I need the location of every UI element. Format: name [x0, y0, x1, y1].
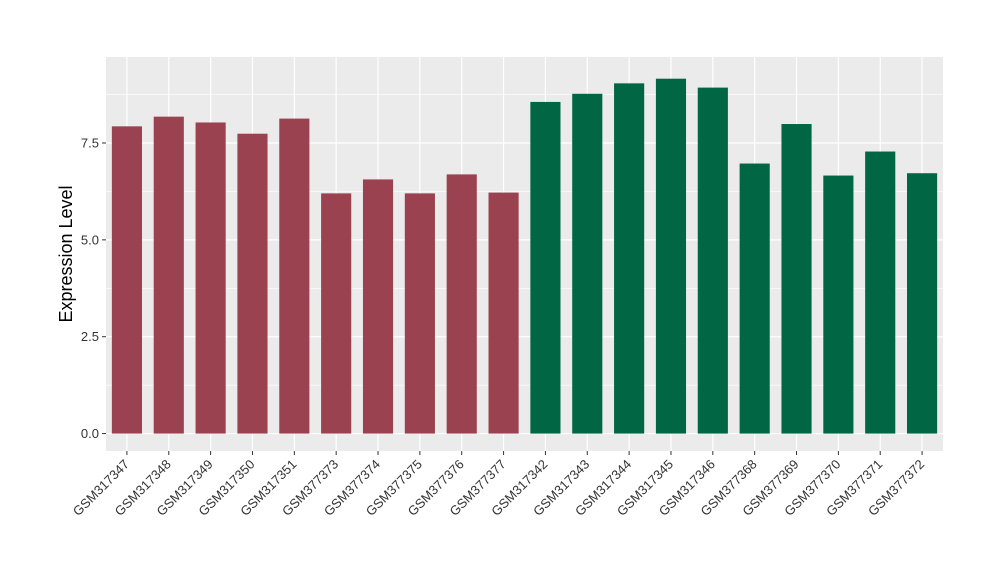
bar-GSM317343 — [572, 93, 603, 434]
bar-GSM377376 — [446, 174, 477, 434]
bar-GSM317342 — [530, 101, 561, 434]
bar-GSM377375 — [404, 193, 435, 434]
y-tick-label: 0.0 — [81, 426, 99, 441]
bar-GSM377373 — [321, 193, 352, 434]
bar-GSM377368 — [739, 163, 770, 434]
bar-GSM377377 — [488, 192, 519, 434]
bar-GSM317344 — [614, 83, 645, 434]
bar-GSM317347 — [111, 126, 142, 434]
bar-GSM317349 — [195, 122, 226, 434]
bar-GSM377372 — [907, 173, 938, 434]
bar-GSM317346 — [697, 87, 728, 434]
bar-GSM317350 — [237, 133, 268, 434]
y-axis-title: Expression Level — [56, 185, 76, 322]
y-tick-label: 2.5 — [81, 329, 99, 344]
plot-panel — [106, 57, 943, 451]
bars — [111, 78, 938, 434]
bar-GSM317351 — [279, 118, 310, 434]
bar-GSM377371 — [865, 151, 896, 434]
y-axis: 0.0 2.5 5.0 7.5 — [81, 136, 106, 441]
bar-GSM377370 — [823, 175, 854, 434]
x-axis: GSM317347GSM317348GSM317349GSM317350GSM3… — [70, 451, 927, 519]
bar-GSM377374 — [362, 179, 394, 434]
bar-GSM317345 — [655, 78, 687, 434]
y-tick-label: 5.0 — [81, 232, 99, 247]
bar-GSM317348 — [153, 116, 184, 434]
bar-GSM377369 — [781, 124, 812, 434]
y-tick-label: 7.5 — [81, 136, 99, 151]
